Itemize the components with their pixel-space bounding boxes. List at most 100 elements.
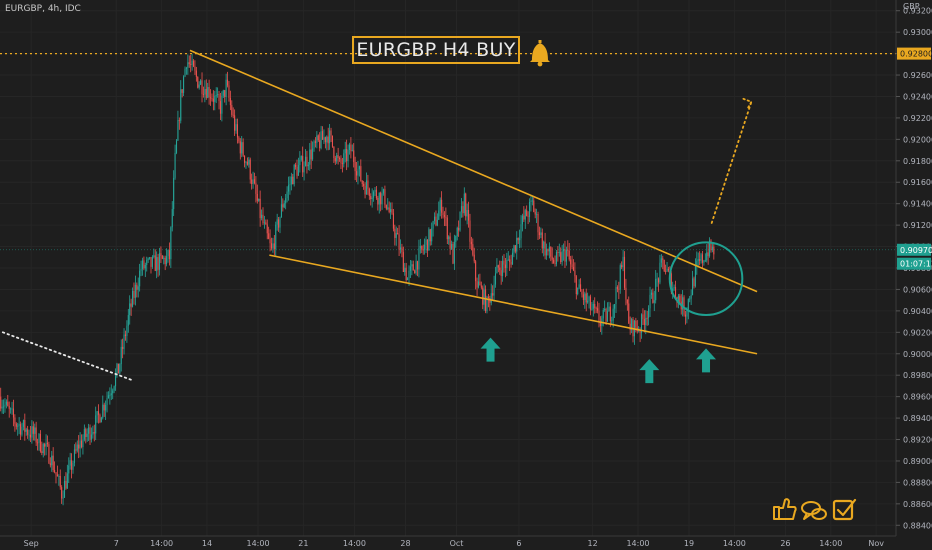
candle-body bbox=[324, 137, 326, 143]
candle-body bbox=[655, 278, 657, 301]
candle-body bbox=[150, 257, 152, 267]
candle-body bbox=[523, 215, 525, 220]
candle-body bbox=[469, 220, 471, 242]
candle-body bbox=[228, 85, 230, 98]
candle-body bbox=[133, 290, 135, 298]
candle-body bbox=[202, 94, 204, 95]
candle-body bbox=[82, 439, 84, 448]
candle-body bbox=[466, 209, 468, 217]
x-tick-label: 14:00 bbox=[343, 539, 366, 548]
candle-body bbox=[188, 62, 190, 65]
candle-body bbox=[268, 233, 270, 239]
candle-body bbox=[446, 217, 448, 240]
candle-body bbox=[378, 192, 380, 205]
candle-body bbox=[113, 386, 115, 391]
candle-body bbox=[56, 474, 58, 477]
candle-body bbox=[561, 251, 563, 263]
candle-body bbox=[486, 296, 488, 312]
candle-body bbox=[642, 314, 644, 320]
candle-body bbox=[330, 130, 332, 136]
buy-arrow-3 bbox=[696, 348, 717, 373]
candle-body bbox=[480, 285, 482, 288]
candle-body bbox=[68, 465, 70, 474]
candle-body bbox=[455, 236, 457, 242]
candle-body bbox=[528, 202, 531, 217]
time-axis[interactable]: Sep 7 14:00 14 14:00 21 14:00 28 Oct 6 12 14:00 19 14… bbox=[24, 539, 885, 548]
candle-body bbox=[164, 257, 166, 265]
price-label-bg bbox=[897, 47, 931, 60]
candle-body bbox=[54, 470, 56, 473]
candle-body bbox=[564, 249, 566, 262]
candle-body bbox=[380, 192, 382, 205]
candle-body bbox=[616, 287, 618, 289]
candle-body bbox=[297, 165, 299, 176]
candle-body bbox=[663, 259, 665, 272]
candle-body bbox=[177, 119, 179, 141]
candle-body bbox=[704, 260, 706, 262]
candle-body bbox=[628, 303, 630, 324]
candle-body bbox=[227, 79, 229, 86]
candle-body bbox=[397, 233, 399, 235]
candle-body bbox=[292, 176, 294, 185]
candle-body bbox=[269, 238, 271, 244]
candle-body bbox=[381, 193, 383, 205]
candle-body bbox=[88, 427, 90, 434]
candle-body bbox=[690, 295, 692, 299]
candle-body bbox=[513, 245, 515, 253]
candle-body bbox=[611, 320, 613, 322]
highlight-circle bbox=[668, 241, 744, 317]
candle-body bbox=[506, 259, 508, 269]
candle-body bbox=[320, 131, 322, 149]
candle-body bbox=[433, 216, 436, 222]
candle-body bbox=[445, 216, 447, 218]
candle-body bbox=[302, 156, 304, 173]
candle-body bbox=[598, 310, 600, 323]
candle-body bbox=[236, 124, 239, 138]
candle-body bbox=[241, 142, 243, 154]
candle-body bbox=[208, 87, 210, 98]
candle-body bbox=[18, 424, 20, 426]
candle-body bbox=[375, 189, 377, 198]
candle-body bbox=[392, 213, 394, 229]
candle-body bbox=[147, 258, 149, 260]
candle-body bbox=[307, 164, 309, 167]
candle-body bbox=[694, 265, 696, 287]
candle-body bbox=[255, 183, 257, 194]
candle-body bbox=[175, 140, 178, 153]
candle-body bbox=[367, 180, 369, 189]
price-label-resistance: 0.92800 bbox=[900, 50, 932, 59]
candle-body bbox=[587, 300, 589, 303]
candle-body bbox=[657, 278, 660, 283]
candle-body bbox=[538, 232, 540, 236]
candle-body bbox=[659, 262, 661, 283]
candle-body bbox=[34, 427, 36, 434]
candle-body bbox=[537, 213, 539, 233]
candle-body bbox=[276, 219, 278, 225]
candle-body bbox=[8, 406, 10, 409]
candle-body bbox=[180, 89, 182, 121]
candle-body bbox=[73, 449, 75, 463]
candle-body bbox=[259, 198, 261, 219]
projection-arrowhead bbox=[742, 97, 753, 110]
candle-body bbox=[126, 325, 128, 336]
candle-body bbox=[174, 152, 176, 178]
candle-body bbox=[354, 162, 356, 172]
candle-body bbox=[192, 60, 195, 67]
x-tick-label: 26 bbox=[780, 539, 790, 548]
candle-body bbox=[421, 246, 423, 250]
candle-body bbox=[500, 270, 502, 277]
candle-body bbox=[710, 240, 712, 251]
x-tick-label: Oct bbox=[450, 539, 464, 548]
candle-body bbox=[490, 293, 492, 303]
candle-body bbox=[265, 222, 267, 225]
candle-body bbox=[451, 244, 453, 249]
candle-body bbox=[75, 449, 77, 451]
candle-body bbox=[39, 434, 41, 452]
candle-body bbox=[0, 396, 2, 409]
candle-body bbox=[543, 241, 545, 249]
